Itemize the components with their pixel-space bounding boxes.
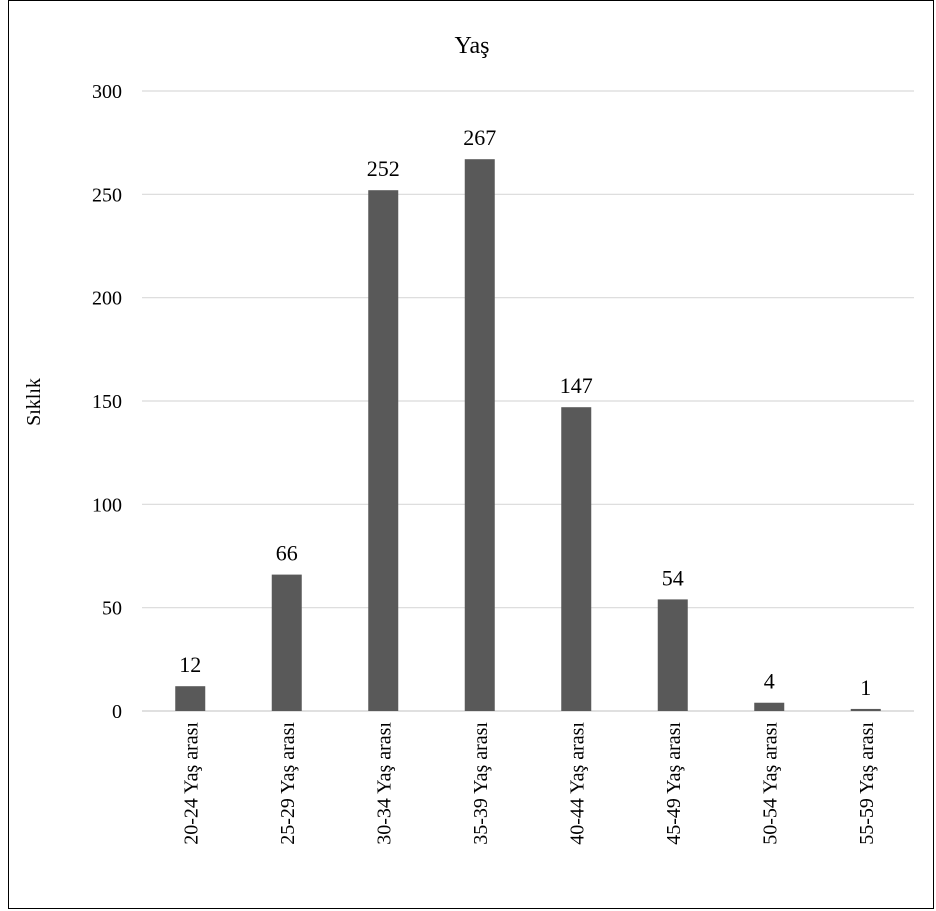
data-label: 4 (764, 669, 775, 694)
x-tick-label: 40-44 Yaş arası (566, 722, 588, 845)
bar (464, 159, 495, 711)
bar (561, 407, 592, 711)
data-label: 12 (179, 652, 201, 677)
y-tick-label: 150 (92, 391, 122, 413)
bar (271, 574, 302, 711)
bar (175, 686, 206, 711)
bar (754, 702, 785, 711)
x-tick-label: 50-54 Yaş arası (759, 722, 781, 845)
y-tick-label: 100 (92, 494, 122, 516)
data-label: 147 (560, 373, 593, 398)
y-axis-label: Sıklık (23, 378, 45, 426)
data-label: 252 (367, 156, 400, 181)
x-tick-label: 30-34 Yaş arası (373, 722, 395, 845)
y-tick-labels: 0 50 100 150 200 250 300 (92, 81, 122, 723)
y-tick-label: 50 (102, 598, 122, 620)
bar (657, 599, 688, 711)
x-tick-label: 35-39 Yaş arası (470, 722, 492, 845)
bar (368, 190, 399, 711)
y-tick-label: 0 (112, 701, 122, 723)
bars (175, 159, 881, 711)
bar (850, 708, 881, 711)
y-tick-label: 200 (92, 288, 122, 310)
x-tick-label: 20-24 Yaş arası (180, 722, 202, 845)
y-tick-label: 250 (92, 184, 122, 206)
chart-title: Yaş (455, 33, 490, 59)
data-label: 1 (860, 675, 871, 700)
gridlines (142, 90, 914, 712)
data-label: 267 (463, 125, 496, 150)
data-label: 66 (276, 541, 298, 566)
x-tick-labels: 20-24 Yaş arası 25-29 Yaş arası 30-34 Yaş … (180, 722, 878, 845)
x-tick-label: 45-49 Yaş arası (663, 722, 685, 845)
x-tick-label: 25-29 Yaş arası (277, 722, 299, 845)
data-label: 54 (662, 565, 684, 590)
y-tick-label: 300 (92, 81, 122, 103)
x-tick-label: 55-59 Yaş arası (856, 722, 878, 845)
data-labels: 12 66 252 267 147 54 4 1 (179, 125, 871, 700)
